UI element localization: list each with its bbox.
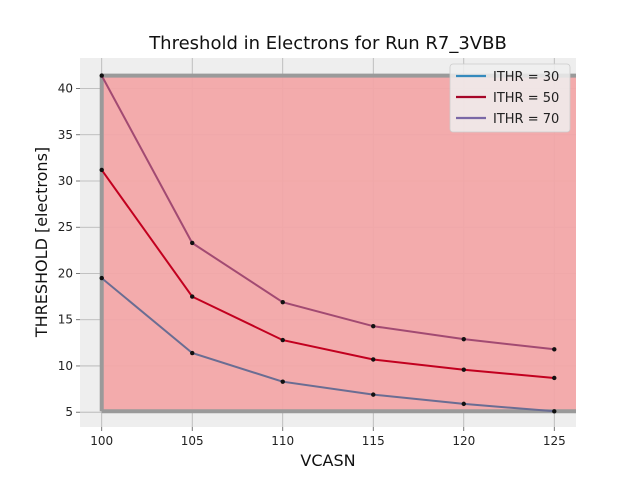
- x-tick-label: 105: [181, 434, 204, 448]
- x-tick-label: 110: [271, 434, 294, 448]
- x-axis-ticks: 100 105 110 115 120 125: [90, 427, 566, 448]
- data-point: [280, 337, 285, 343]
- x-axis-label: VCASN: [300, 451, 355, 470]
- series-line-1: [101, 277, 555, 413]
- shaded-region: [99, 73, 576, 414]
- data-point: [461, 401, 466, 407]
- data-point: [99, 275, 104, 281]
- data-point: [461, 367, 466, 372]
- y-tick-label: 20: [58, 266, 73, 280]
- data-point: [99, 73, 104, 78]
- y-tick-label: 40: [58, 82, 73, 96]
- y-axis-ticks: 5 10 15 20 25 30 35 40: [58, 82, 80, 419]
- data-point: [371, 392, 376, 397]
- data-point: [371, 323, 376, 329]
- data-point: [461, 336, 466, 342]
- data-point: [552, 347, 557, 352]
- data-point: [280, 379, 285, 384]
- legend-box: [449, 63, 571, 133]
- legend-entry-3: ITHR = 70: [493, 112, 559, 127]
- x-tick-label: 120: [452, 434, 475, 448]
- y-tick-label: 10: [58, 359, 73, 373]
- legend-entry-1: ITHR = 30: [493, 70, 559, 85]
- data-point: [552, 375, 557, 381]
- y-tick-label: 5: [65, 405, 73, 419]
- data-point: [190, 350, 195, 356]
- chart-title: Threshold in Electrons for Run R7_3VBB: [148, 33, 507, 54]
- data-point: [371, 357, 376, 362]
- x-tick-label: 100: [90, 434, 113, 448]
- series-lines: [100, 75, 555, 413]
- legend: ITHR = 30 ITHR = 50 ITHR = 70: [449, 63, 571, 133]
- y-tick-label: 35: [58, 128, 73, 142]
- data-points: [99, 73, 557, 414]
- series-line-2: [100, 169, 555, 379]
- data-point: [190, 240, 195, 246]
- x-tick-label: 115: [362, 434, 385, 448]
- x-tick-label: 125: [543, 434, 566, 448]
- y-tick-label: 25: [58, 220, 73, 234]
- data-point: [99, 167, 104, 173]
- data-point: [190, 294, 195, 299]
- data-point: [280, 299, 285, 305]
- data-point: [552, 409, 557, 414]
- series-line-3: [100, 75, 555, 351]
- y-axis-label: THRESHOLD [electrons]: [32, 147, 51, 338]
- legend-entry-2: ITHR = 50: [493, 91, 559, 106]
- y-tick-label: 30: [58, 174, 73, 188]
- y-tick-label: 15: [58, 313, 73, 327]
